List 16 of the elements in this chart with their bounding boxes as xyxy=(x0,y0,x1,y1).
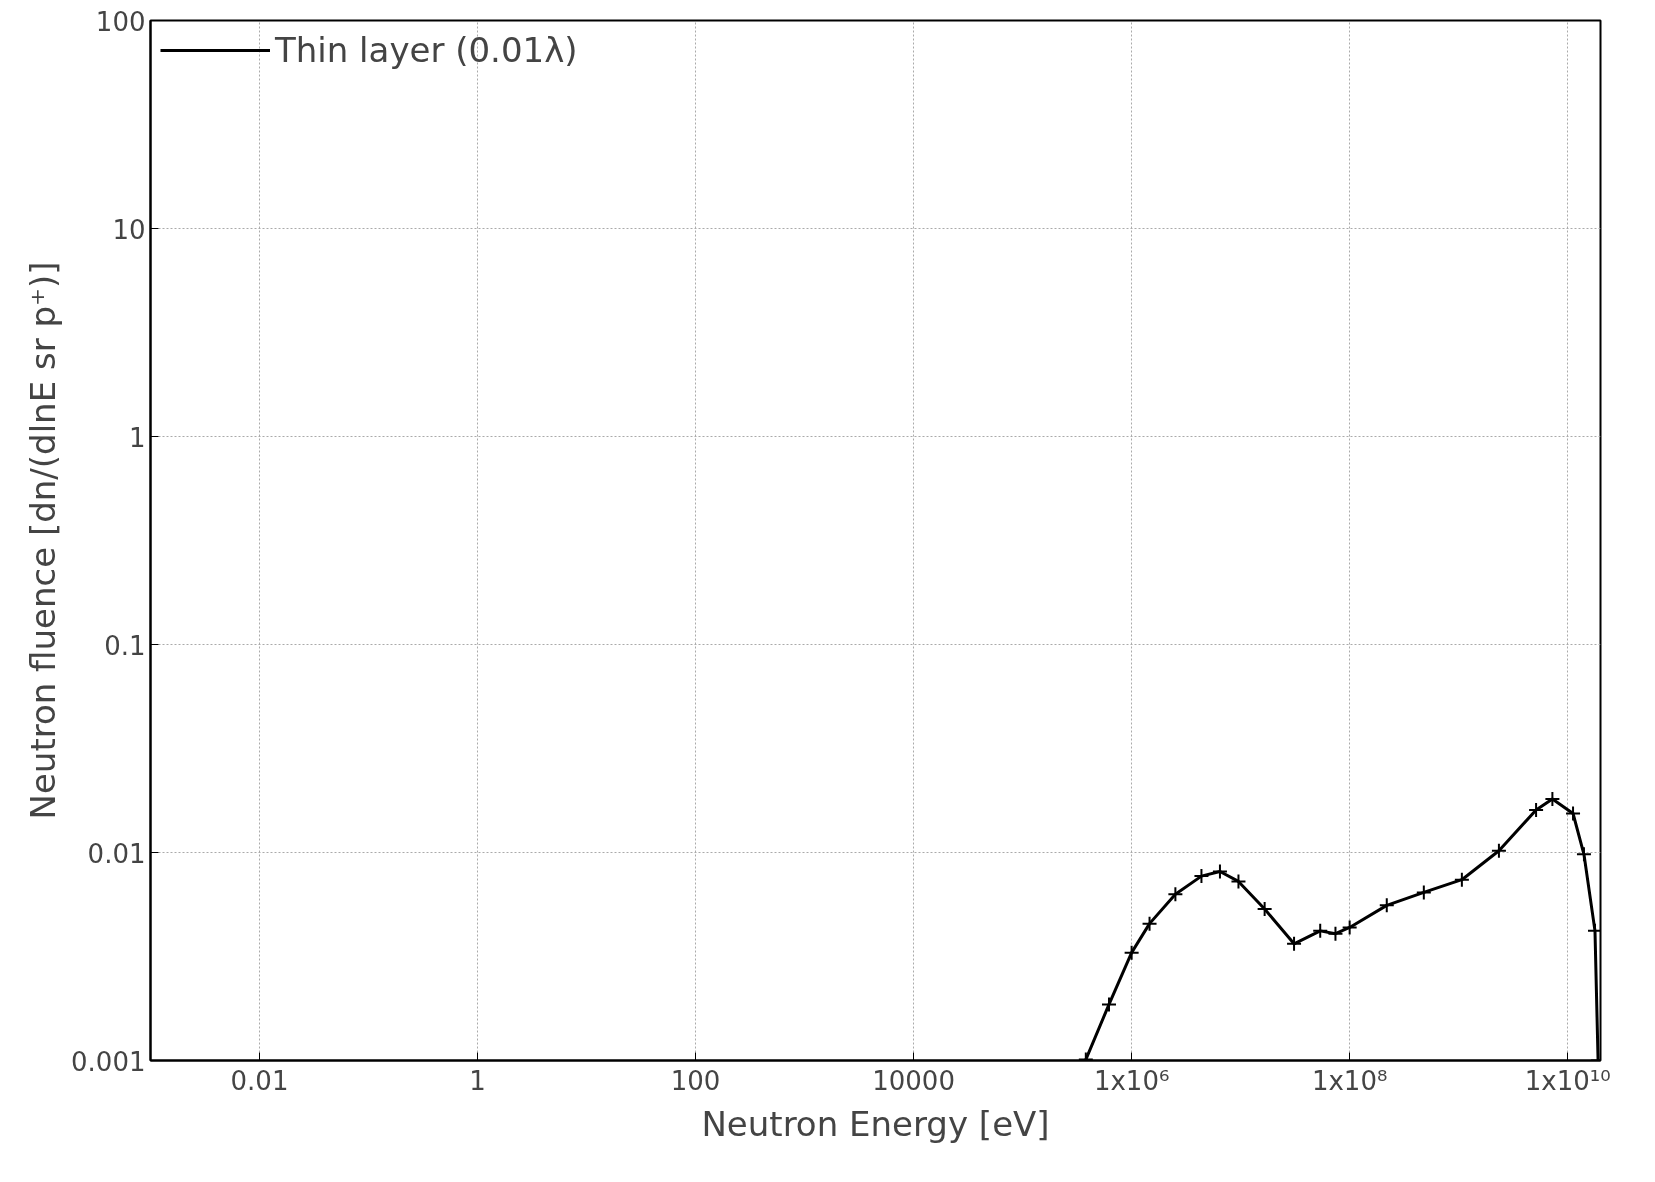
x-tick-label: 1 xyxy=(469,1065,486,1096)
x-axis-title: Neutron Energy [eV] xyxy=(701,1103,1050,1144)
x-tick-label: 100 xyxy=(670,1065,721,1096)
y-tick-label: 0.001 xyxy=(71,1046,146,1077)
y-tick-label: 100 xyxy=(95,6,146,37)
y-tick-label: 10 xyxy=(112,214,146,245)
y-tick-label: 1 xyxy=(128,422,146,453)
x-tick-label: 10000 xyxy=(872,1065,955,1096)
x-tick-label: 1x10¹⁰ xyxy=(1524,1065,1611,1096)
y-tick-label: 0.01 xyxy=(87,838,146,869)
x-tick-label: 0.01 xyxy=(230,1065,289,1096)
x-tick-label: 1x10⁸ xyxy=(1311,1065,1388,1096)
x-tick-label: 1x10⁶ xyxy=(1093,1065,1170,1096)
y-tick-label: 0.1 xyxy=(104,630,146,661)
legend-label: Thin layer (0.01λ) xyxy=(275,30,578,70)
y-axis-title: Neutron fluence [dn/(dlnE sr p⁺)] xyxy=(23,261,64,820)
